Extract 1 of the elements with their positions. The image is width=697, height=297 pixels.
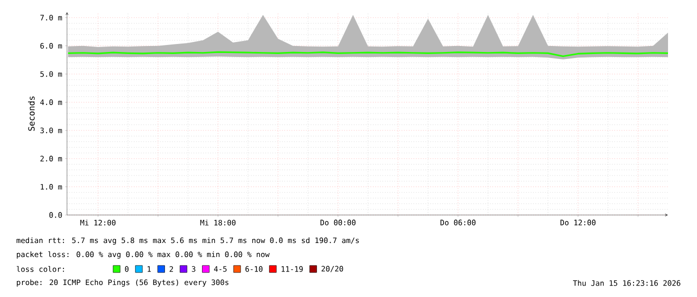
y-axis-title: Seconds (28, 96, 35, 131)
